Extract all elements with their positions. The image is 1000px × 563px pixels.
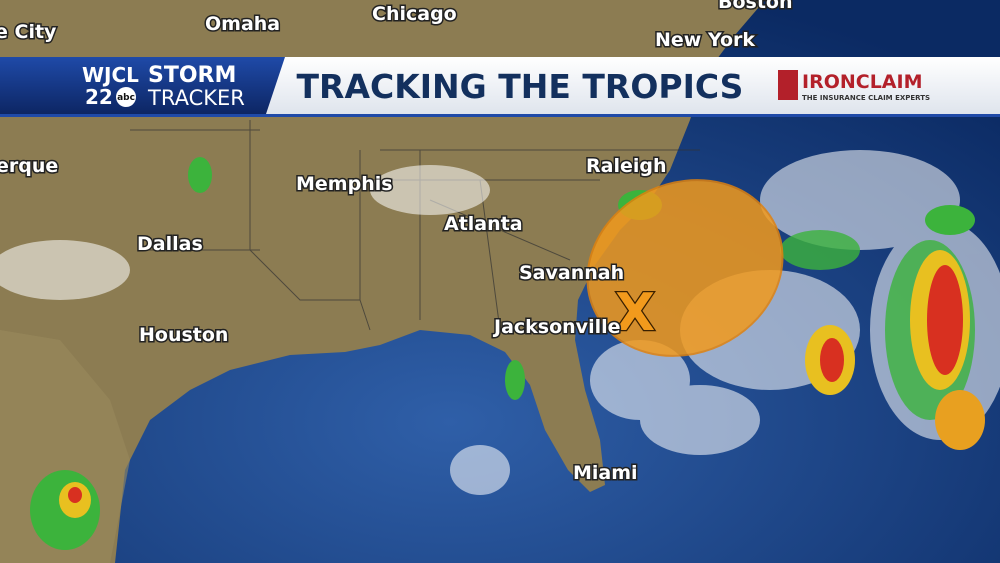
development-area [586, 179, 784, 357]
network-badge [116, 87, 136, 107]
banner: WJCL 22 abc STORM TRACKER TRACKING THE T… [0, 57, 1000, 117]
city-label: e City [0, 21, 57, 43]
city-label: Dallas [137, 233, 203, 255]
sponsor-icon [778, 70, 798, 100]
brand-bottom: TRACKER [147, 86, 245, 110]
city-label: Miami [573, 462, 638, 484]
city-label: erque [0, 155, 58, 177]
station: WJCL [82, 63, 139, 87]
city-label: Omaha [205, 13, 280, 35]
city-label: Savannah [519, 262, 624, 284]
city-label: Houston [139, 324, 228, 346]
city-label: Raleigh [586, 155, 667, 177]
land [0, 0, 765, 563]
sponsor: IRONCLAIM [802, 71, 923, 93]
radar [30, 157, 985, 550]
city-label: New York [655, 29, 755, 51]
logo-panel [0, 57, 285, 117]
banner-rule [0, 114, 1000, 117]
city-label: Atlanta [444, 213, 523, 235]
channel: 22 [85, 85, 113, 109]
city-label: Chicago [372, 3, 457, 25]
city-label: Memphis [296, 173, 393, 195]
city-label: Jacksonville [492, 316, 621, 338]
brand-top: STORM [148, 63, 236, 88]
storm-marker: X [615, 283, 655, 343]
banner-title: TRACKING THE TROPICS [297, 67, 744, 106]
sponsor-tagline: THE INSURANCE CLAIM EXPERTS [802, 94, 930, 102]
network: abc [117, 93, 135, 103]
city-label: Boston [718, 0, 793, 13]
city-labels: e City Omaha Chicago Boston New York erq… [0, 0, 794, 486]
